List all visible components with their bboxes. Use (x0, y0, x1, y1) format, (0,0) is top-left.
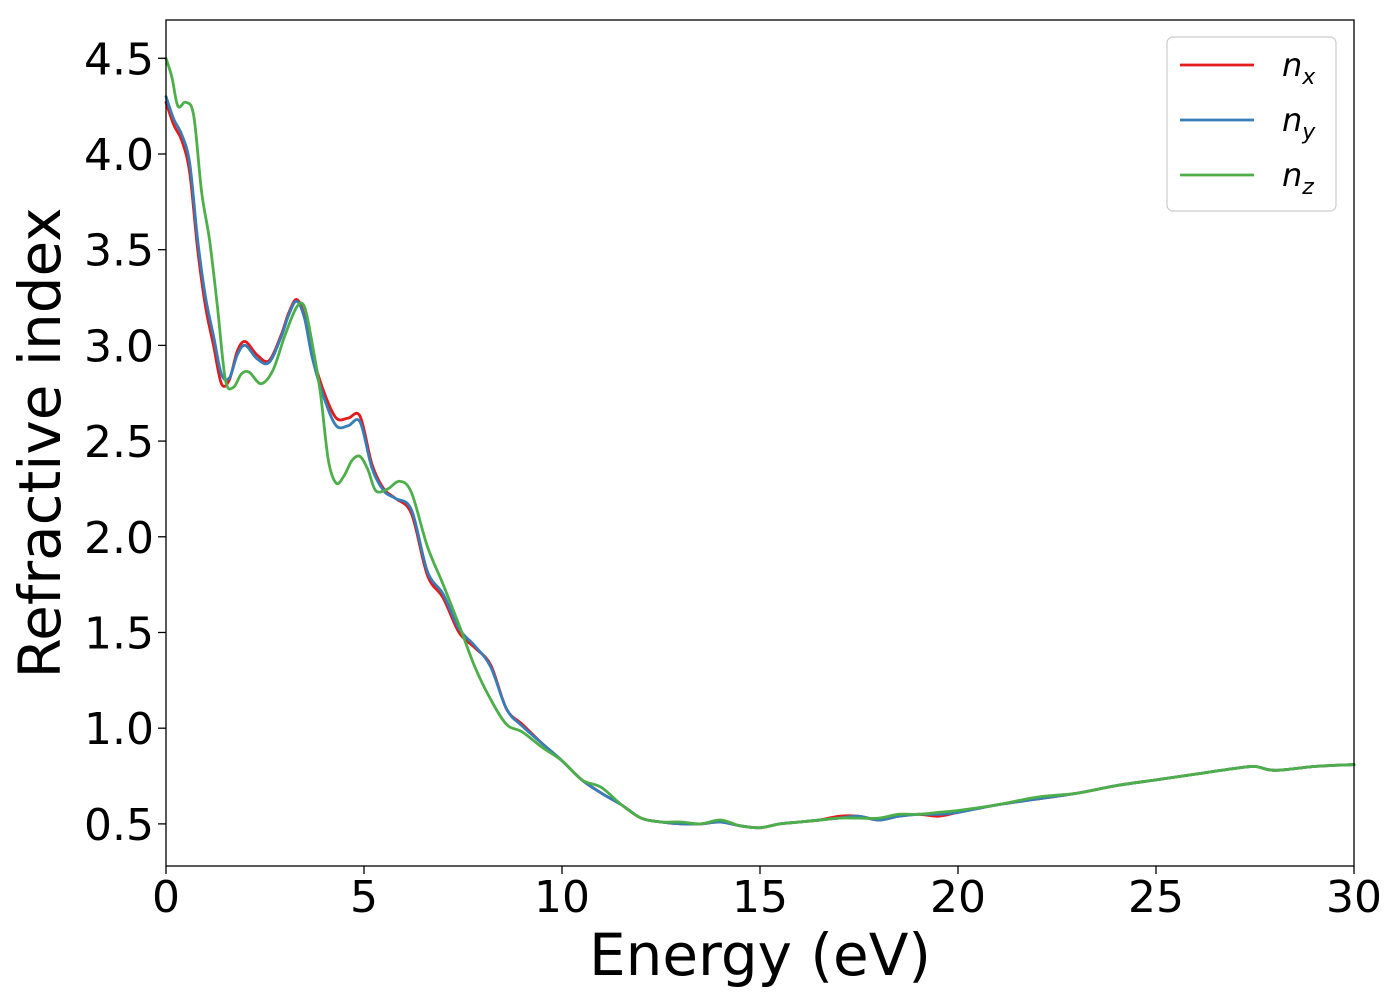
y-tick-label: 0.5 (84, 800, 154, 851)
x-axis: 0 5 10 15 20 25 30 (152, 866, 1382, 923)
legend-label-subscript: y (1301, 120, 1316, 145)
legend-box (1166, 36, 1337, 212)
x-tick-label: 5 (350, 872, 378, 923)
x-tick-label: 10 (534, 872, 590, 923)
legend-label-ny: ny (1282, 101, 1316, 145)
x-tick-label: 15 (732, 872, 788, 923)
plot-background (166, 20, 1354, 866)
y-tick-label: 3.5 (84, 226, 154, 277)
y-tick-label: 1.5 (84, 608, 154, 659)
series-line-ny (164, 95, 1356, 830)
legend-label-main: n (1282, 101, 1302, 139)
legend-label-main: n (1282, 46, 1302, 84)
y-tick-label: 4.0 (84, 130, 154, 181)
legend-label-nx: nx (1282, 46, 1316, 90)
y-tick-label: 4.5 (84, 34, 154, 85)
y-tick-label: 2.0 (84, 513, 154, 564)
y-tick-label: 1.0 (84, 704, 154, 755)
y-tick-label: 2.5 (84, 417, 154, 468)
legend-label-nz: nz (1282, 156, 1314, 200)
x-tick-label: 20 (930, 872, 986, 923)
legend-label-subscript: z (1301, 175, 1314, 200)
series-layer (164, 56, 1356, 830)
y-axis-title: Refractive index (6, 207, 74, 678)
legend-label-subscript: x (1301, 65, 1316, 90)
y-tick-label: 3.0 (84, 321, 154, 372)
x-tick-label: 30 (1326, 872, 1382, 923)
x-tick-label: 25 (1128, 872, 1184, 923)
x-axis-title: Energy (eV) (589, 921, 931, 989)
y-axis: 0.5 1.0 1.5 2.0 2.5 3.0 3.5 4.0 4.5 (84, 34, 166, 851)
series-line-nz (164, 56, 1356, 830)
x-tick-label: 0 (152, 872, 180, 923)
legend-label-main: n (1282, 156, 1302, 194)
